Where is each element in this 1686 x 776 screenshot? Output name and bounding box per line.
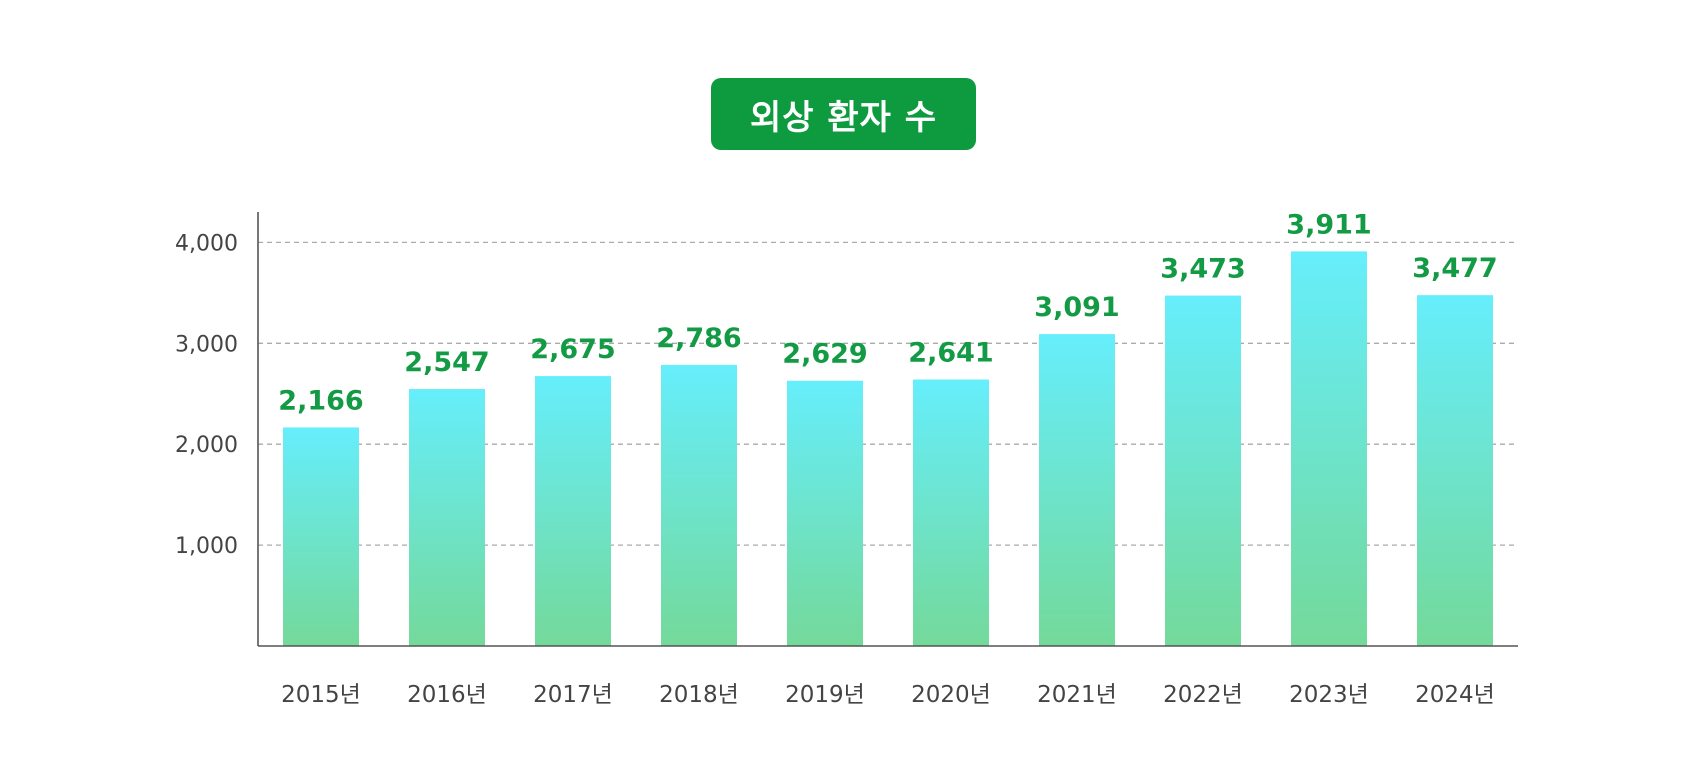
chart-title: 외상 환자 수 xyxy=(711,78,976,150)
bar xyxy=(1165,295,1241,646)
value-label: 3,911 xyxy=(1286,209,1371,240)
y-tick-label: 4,000 xyxy=(175,231,238,256)
value-label: 3,473 xyxy=(1160,254,1245,285)
value-label: 3,091 xyxy=(1034,292,1119,323)
value-label: 2,629 xyxy=(782,339,867,370)
value-label: 2,641 xyxy=(908,338,993,369)
value-label: 2,547 xyxy=(404,347,489,378)
value-label: 2,786 xyxy=(656,323,741,354)
x-tick-label: 2016년 xyxy=(407,682,487,708)
x-tick-label: 2020년 xyxy=(911,682,991,708)
x-tick-label: 2022년 xyxy=(1163,682,1243,708)
bar xyxy=(283,427,359,646)
bar xyxy=(1291,251,1367,646)
bar xyxy=(661,364,737,646)
x-tick-label: 2019년 xyxy=(785,682,865,708)
x-tick-label: 2021년 xyxy=(1037,682,1117,708)
x-tick-label: 2018년 xyxy=(659,682,739,708)
bar xyxy=(913,379,989,646)
bar xyxy=(409,389,485,646)
y-tick-label: 2,000 xyxy=(175,433,238,458)
x-tick-label: 2024년 xyxy=(1415,682,1495,708)
value-label: 2,166 xyxy=(278,385,363,416)
x-tick-label: 2015년 xyxy=(281,682,361,708)
bar xyxy=(1039,334,1115,646)
x-tick-label: 2017년 xyxy=(533,682,613,708)
y-tick-label: 3,000 xyxy=(175,332,238,357)
bar xyxy=(1417,295,1493,646)
bar xyxy=(535,376,611,646)
y-tick-label: 1,000 xyxy=(175,534,238,559)
value-label: 2,675 xyxy=(530,334,615,365)
value-label: 3,477 xyxy=(1412,253,1497,284)
x-tick-label: 2023년 xyxy=(1289,682,1369,708)
bar xyxy=(787,380,863,646)
